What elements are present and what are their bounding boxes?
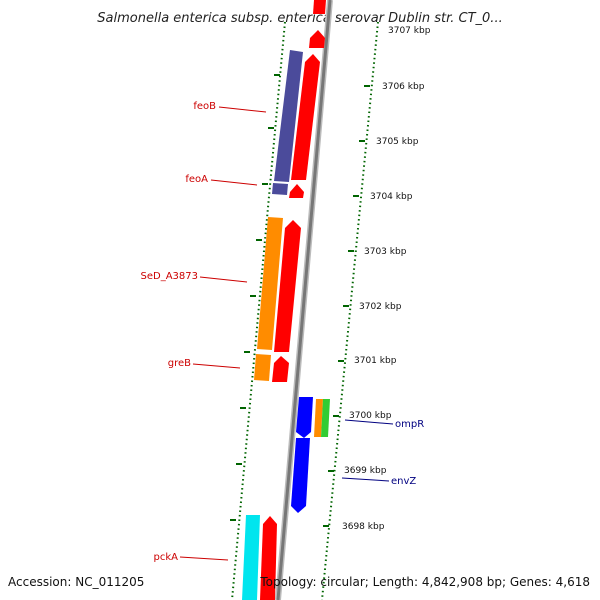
scale-label: 3706 kbp — [382, 82, 425, 92]
scale-label: 3707 kbp — [388, 26, 431, 36]
gene-label-SeD_A3873[interactable]: SeD_A3873 — [141, 271, 199, 282]
scale-label: 3701 kbp — [354, 356, 397, 366]
cog-feature-greB[interactable] — [254, 354, 271, 381]
cds-feature-feoB[interactable] — [291, 54, 320, 180]
scale-label: 3698 kbp — [342, 522, 385, 532]
scale-label: 3702 kbp — [359, 302, 402, 312]
gc-dotted-track-inner — [231, 21, 286, 600]
inner-track-ticks — [230, 74, 280, 521]
cds-feature-ompR[interactable] — [296, 397, 313, 438]
gene-label-ompR[interactable]: ompR — [395, 419, 424, 430]
cds-feature-greB[interactable] — [272, 356, 289, 382]
scale-label: 3699 kbp — [344, 466, 387, 476]
gene-label-pckA[interactable]: pckA — [154, 552, 179, 563]
cds-feature-SeD_A3873[interactable] — [274, 220, 301, 352]
cog-feature-feoB[interactable] — [274, 50, 303, 182]
cds-feature[interactable] — [313, 0, 326, 14]
gene-labels: feoB feoA SeD_A3873 greB ompR envZ pckA — [141, 101, 425, 563]
topology-text: Topology: circular; Length: 4,842,908 bp… — [259, 575, 590, 589]
accession-text: Accession: NC_011205 — [8, 575, 144, 589]
gene-label-greB[interactable]: greB — [168, 358, 191, 369]
gene-label-leaders — [179, 106, 394, 561]
gene-label-envZ[interactable]: envZ — [391, 476, 416, 487]
scale-label: 3700 kbp — [349, 411, 392, 421]
scale-labels: 3707 kbp 3706 kbp 3705 kbp 3704 kbp 3703… — [342, 26, 431, 532]
cog-feature-SeD_A3873[interactable] — [257, 217, 283, 350]
cds-feature-feoA[interactable] — [289, 184, 304, 198]
scale-ticks — [323, 85, 370, 527]
gene-label-feoB[interactable]: feoB — [193, 101, 216, 112]
cog-feature-pckA[interactable] — [242, 515, 260, 600]
scale-label: 3705 kbp — [376, 137, 419, 147]
genome-backbone — [276, 0, 332, 600]
cds-feature-pckA[interactable] — [260, 516, 277, 600]
cds-feature-envZ[interactable] — [291, 438, 310, 513]
genome-title: Salmonella enterica subsp. enterica sero… — [97, 11, 502, 26]
cds-feature[interactable] — [309, 30, 325, 48]
cog-feature-feoA[interactable] — [272, 183, 288, 195]
cog-feature-ompR-orange[interactable] — [314, 399, 323, 437]
scale-label: 3703 kbp — [364, 247, 407, 257]
gene-label-feoA[interactable]: feoA — [185, 174, 208, 185]
cog-feature-ompR-green[interactable] — [321, 399, 330, 437]
scale-label: 3704 kbp — [370, 192, 413, 202]
